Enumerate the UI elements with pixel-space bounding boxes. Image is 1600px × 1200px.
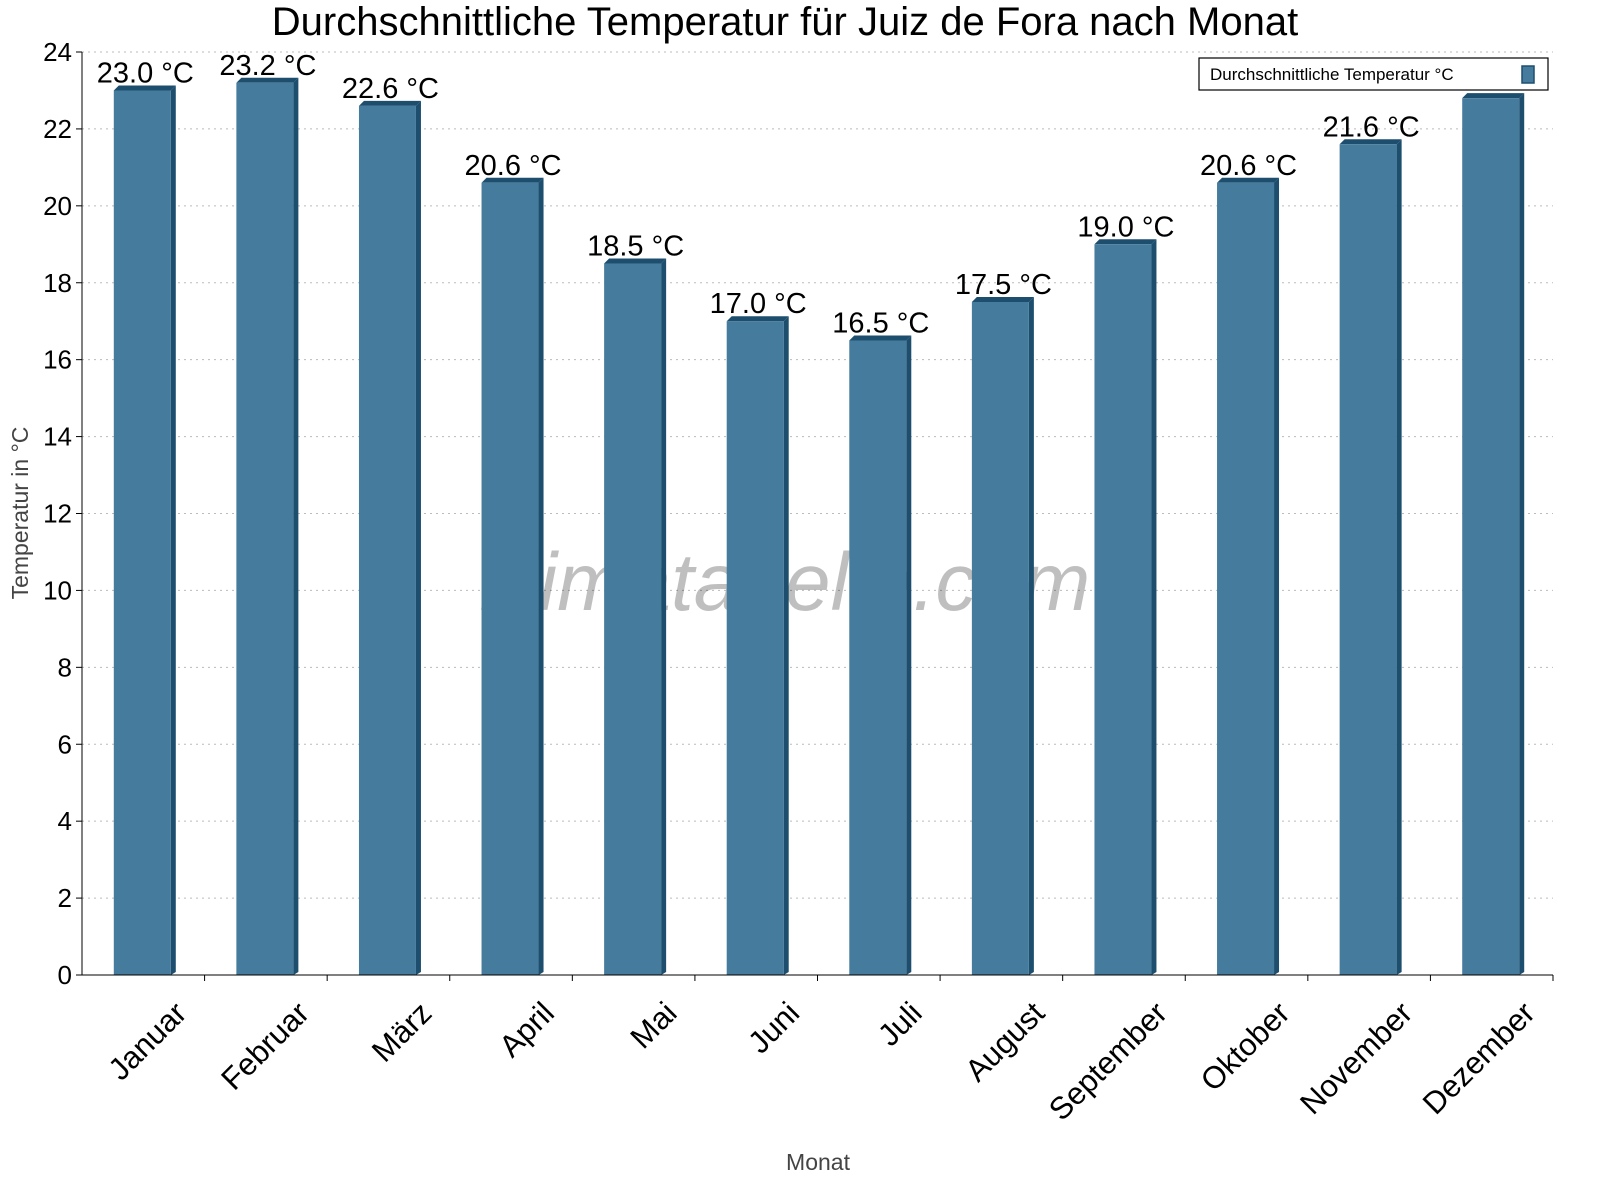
gridlines <box>82 51 1553 899</box>
bar-side <box>415 100 421 975</box>
bar-side <box>1519 93 1525 975</box>
x-tick-label: Mai <box>624 995 684 1055</box>
data-label: 23.2 °C <box>219 50 316 82</box>
bar-top <box>1094 239 1157 245</box>
bar-top <box>1217 177 1280 183</box>
x-tick-label: September <box>1042 995 1174 1127</box>
bar <box>113 90 171 976</box>
y-tick-label: 18 <box>43 268 72 298</box>
y-tick-label: 24 <box>43 37 72 67</box>
bar <box>1217 182 1275 976</box>
y-tick-label: 20 <box>43 191 72 221</box>
y-tick-label: 8 <box>58 652 72 682</box>
data-label: 22.6 °C <box>342 73 439 105</box>
bar <box>849 340 907 975</box>
legend-label: Durchschnittliche Temperatur °C <box>1210 65 1454 84</box>
bar-top <box>358 100 421 106</box>
bar-side <box>538 177 544 976</box>
data-label: 20.6 °C <box>1200 150 1297 182</box>
bar <box>236 82 294 976</box>
x-tick-label: Juli <box>871 995 929 1053</box>
bar <box>726 321 784 975</box>
y-tick-label: 16 <box>43 345 72 375</box>
data-label: 18.5 °C <box>587 231 684 263</box>
bar <box>1462 98 1520 975</box>
bar <box>604 263 662 975</box>
bar-side <box>783 316 789 975</box>
bars: 23.0 °C 23.2 °C 22.6 °C 20.6 °C 18.5 °C 17.0 … <box>97 50 1525 976</box>
bar-side <box>1274 177 1280 976</box>
data-label: 17.5 °C <box>955 269 1052 301</box>
y-tick-label: 12 <box>43 499 72 529</box>
bar-top <box>971 296 1034 302</box>
legend: Durchschnittliche Temperatur °C <box>1198 57 1549 91</box>
x-tick-label: April <box>492 995 561 1064</box>
y-tick-label: 4 <box>58 806 72 836</box>
x-axis-label: Monat <box>786 1149 851 1175</box>
bar-side <box>906 335 912 975</box>
data-label: 20.6 °C <box>465 150 562 182</box>
bar-side <box>1151 239 1157 975</box>
bar-top <box>849 335 912 341</box>
x-tick-label: August <box>958 995 1051 1088</box>
bar-top <box>1462 93 1525 99</box>
x-tick-label: November <box>1293 995 1419 1121</box>
y-tick-label: 6 <box>58 729 72 759</box>
bar <box>481 182 539 976</box>
bar-top <box>481 177 544 183</box>
bar-side <box>1028 296 1034 976</box>
bar-top <box>1339 139 1402 145</box>
bar-top <box>236 77 299 83</box>
y-axis-label: Temperatur in °C <box>7 427 33 600</box>
y-tick-label: 2 <box>58 883 72 913</box>
data-label: 17.0 °C <box>710 288 807 320</box>
bar-top <box>604 258 667 264</box>
bar-side <box>293 77 299 976</box>
y-tick-label: 0 <box>58 960 72 990</box>
bar <box>1339 144 1397 976</box>
x-tick-label: Januar <box>101 995 193 1087</box>
y-tick-label: 14 <box>43 422 72 452</box>
legend-swatch <box>1521 65 1535 84</box>
x-tick-label: Juni <box>741 995 806 1060</box>
chart-title: Durchschnittliche Temperatur für Juiz de… <box>272 0 1298 44</box>
x-tick-label: Februar <box>214 995 316 1097</box>
x-tick-label: März <box>365 995 438 1068</box>
bar <box>358 105 416 975</box>
bar-top <box>726 316 789 322</box>
bar <box>1094 244 1152 975</box>
bar-top <box>113 85 176 91</box>
y-tick-label: 22 <box>43 114 72 144</box>
x-tick-label: Dezember <box>1416 995 1542 1121</box>
y-tick-label: 10 <box>43 575 72 605</box>
x-tick-label: Oktober <box>1194 995 1297 1098</box>
bar <box>971 301 1029 976</box>
data-label: 21.6 °C <box>1323 111 1420 143</box>
bar-side <box>661 258 667 975</box>
data-label: 19.0 °C <box>1077 211 1174 243</box>
data-label: 16.5 °C <box>832 307 929 339</box>
bar-side <box>170 85 176 976</box>
bar-side <box>1396 139 1402 976</box>
data-label: 23.0 °C <box>97 57 194 89</box>
